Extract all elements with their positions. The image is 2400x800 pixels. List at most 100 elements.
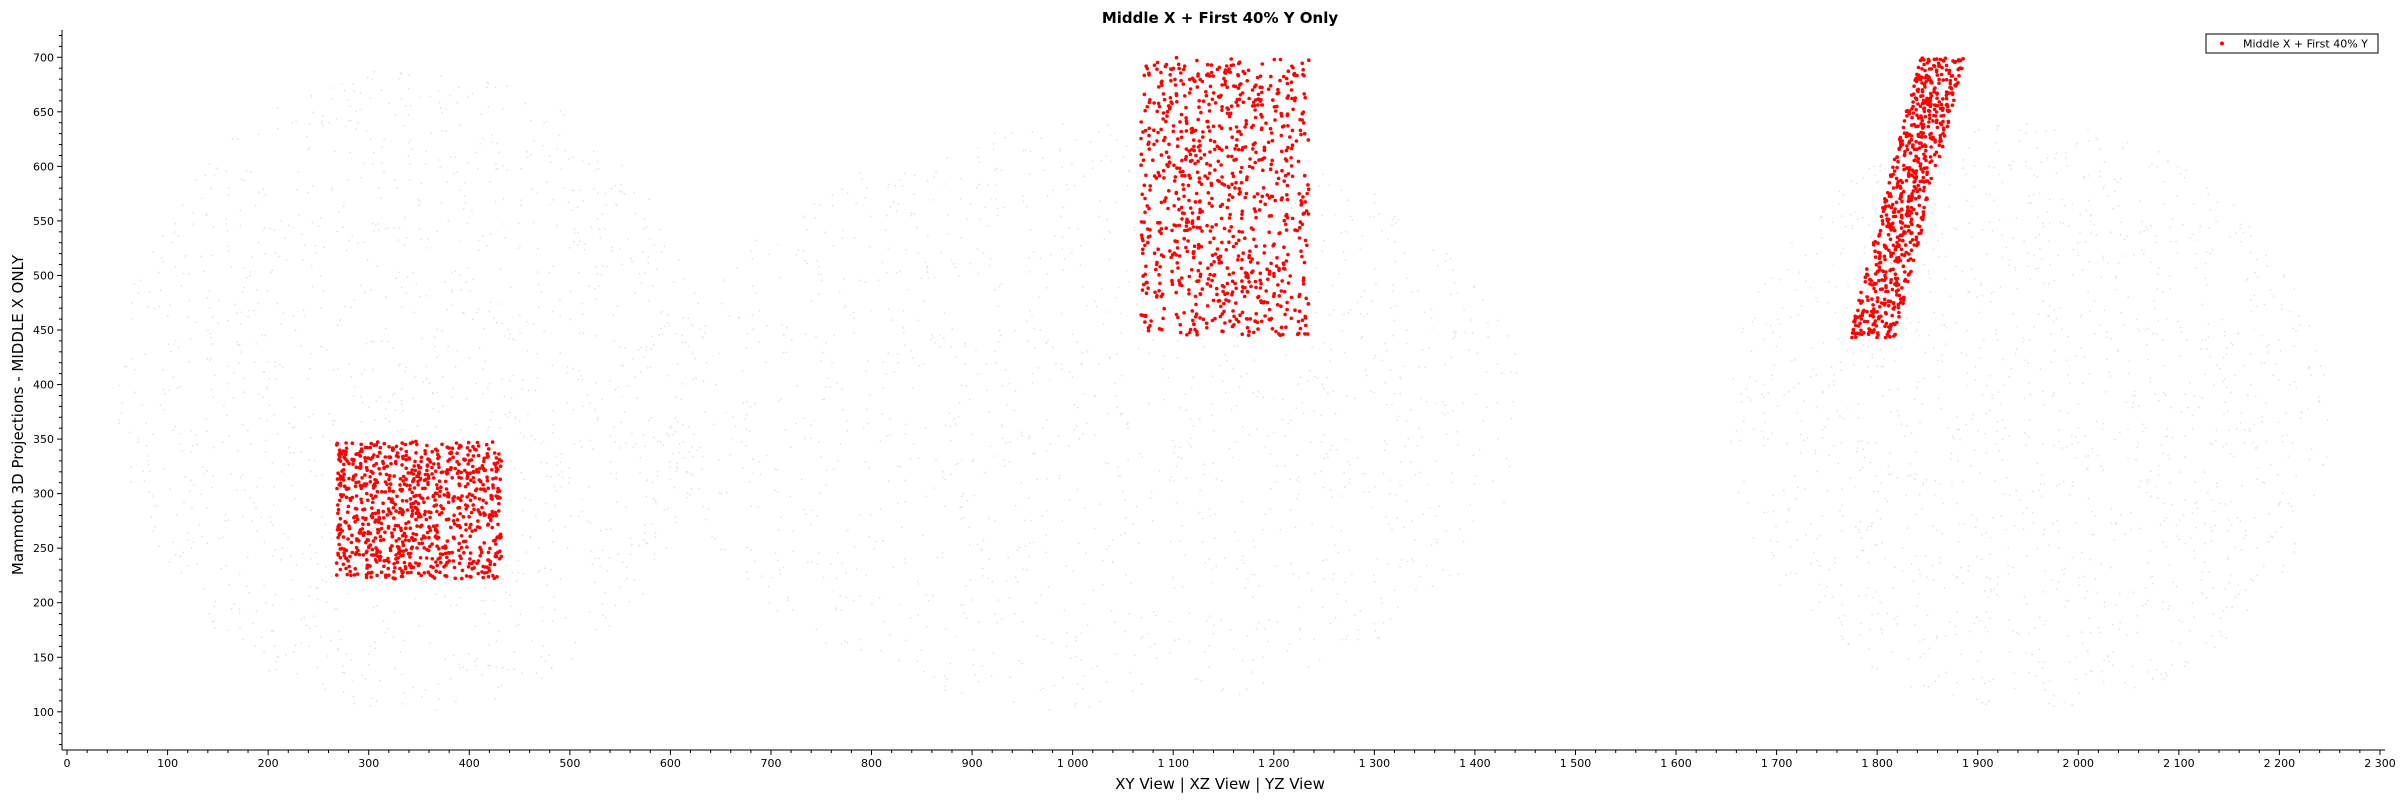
- background-point: [680, 398, 682, 401]
- background-point: [2042, 591, 2044, 593]
- background-point: [795, 253, 798, 256]
- background-point: [273, 504, 275, 506]
- background-point: [343, 205, 345, 207]
- background-point: [1391, 218, 1393, 221]
- data-point: [382, 516, 386, 520]
- background-point: [1827, 281, 1830, 283]
- background-point: [2126, 141, 2129, 144]
- background-point: [2204, 561, 2206, 564]
- background-point: [1024, 519, 1026, 521]
- background-point: [1153, 643, 1156, 645]
- background-point: [1993, 166, 1995, 169]
- background-point: [564, 150, 567, 152]
- background-point: [314, 625, 317, 628]
- background-point: [802, 215, 804, 217]
- background-point: [1937, 239, 1939, 242]
- background-point: [1089, 141, 1092, 143]
- background-point: [1997, 391, 2000, 393]
- background-point: [1925, 231, 1928, 234]
- background-point: [1155, 614, 1157, 617]
- data-point: [408, 487, 412, 492]
- background-point: [643, 227, 645, 230]
- background-point: [837, 459, 839, 462]
- background-point: [2138, 330, 2141, 333]
- background-point: [1879, 165, 1881, 168]
- background-point: [2048, 222, 2051, 224]
- background-point: [943, 337, 945, 339]
- background-point: [1185, 477, 1188, 479]
- background-point: [384, 631, 387, 634]
- background-point: [521, 534, 524, 537]
- background-point: [685, 341, 687, 344]
- background-point: [879, 440, 882, 442]
- background-point: [697, 302, 700, 305]
- background-point: [581, 498, 583, 501]
- background-point: [589, 611, 591, 613]
- background-point: [1170, 476, 1172, 478]
- data-point: [368, 475, 372, 479]
- background-point: [467, 96, 470, 98]
- background-point: [1974, 379, 1977, 381]
- background-point: [190, 450, 193, 453]
- background-point: [985, 363, 987, 365]
- background-point: [1236, 567, 1238, 570]
- data-point: [369, 514, 374, 518]
- background-point: [310, 471, 312, 473]
- background-point: [595, 629, 597, 631]
- background-point: [1008, 382, 1011, 385]
- background-point: [1241, 659, 1244, 662]
- background-point: [552, 432, 554, 434]
- background-point: [2078, 584, 2080, 586]
- background-point: [2055, 172, 2058, 174]
- background-point: [1073, 429, 1075, 431]
- background-point: [933, 276, 936, 279]
- background-point: [207, 329, 209, 332]
- background-point: [1218, 193, 1220, 196]
- background-point: [309, 544, 311, 546]
- background-point: [248, 309, 250, 312]
- background-point: [555, 455, 558, 458]
- background-point: [572, 156, 575, 158]
- background-point: [2039, 192, 2041, 194]
- background-point: [2038, 313, 2040, 315]
- background-point: [1854, 211, 1857, 213]
- data-point: [415, 474, 419, 479]
- data-point: [416, 511, 421, 516]
- background-point: [2095, 136, 2097, 139]
- background-point: [1818, 583, 1820, 585]
- background-point: [1243, 562, 1245, 564]
- background-point: [1138, 212, 1140, 214]
- background-point: [1805, 280, 1807, 282]
- background-point: [615, 477, 617, 480]
- data-point: [468, 534, 473, 539]
- background-point: [2043, 528, 2046, 531]
- background-point: [1430, 544, 1433, 546]
- data-point: [463, 503, 468, 507]
- background-point: [2066, 446, 2068, 448]
- background-point: [903, 331, 905, 334]
- background-point: [2263, 362, 2266, 364]
- background-point: [450, 288, 453, 291]
- background-point: [1998, 450, 2000, 452]
- background-point: [1049, 709, 1051, 711]
- background-point: [979, 218, 981, 221]
- background-point: [2162, 392, 2165, 394]
- background-point: [507, 328, 509, 331]
- background-point: [210, 388, 213, 391]
- background-point: [2231, 606, 2233, 608]
- background-point: [1091, 667, 1094, 670]
- data-point: [496, 486, 500, 491]
- data-point: [375, 489, 380, 494]
- background-point: [1932, 525, 1934, 527]
- background-point: [1750, 350, 1753, 353]
- background-point: [1888, 243, 1891, 246]
- background-point: [502, 198, 505, 200]
- background-point: [673, 486, 676, 489]
- data-point: [481, 482, 485, 487]
- background-point: [2008, 435, 2010, 438]
- background-point: [172, 429, 175, 432]
- background-point: [1142, 329, 1144, 331]
- background-point: [2212, 613, 2215, 615]
- background-point: [311, 285, 314, 288]
- background-point: [1132, 523, 1134, 525]
